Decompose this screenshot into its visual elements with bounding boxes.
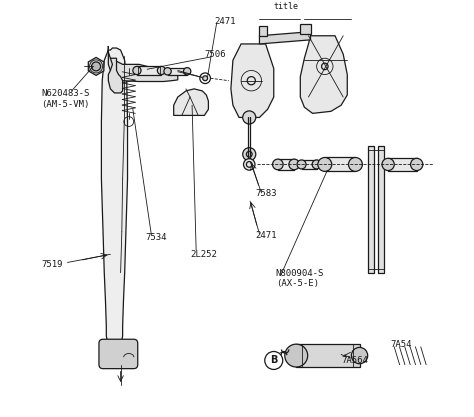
Polygon shape [278, 159, 294, 170]
Circle shape [410, 158, 423, 171]
Polygon shape [388, 158, 417, 171]
Polygon shape [109, 46, 178, 81]
Circle shape [285, 344, 308, 367]
Polygon shape [173, 89, 209, 116]
Circle shape [91, 62, 100, 71]
Polygon shape [137, 66, 162, 75]
Circle shape [243, 111, 256, 124]
Text: 7A564: 7A564 [341, 356, 368, 365]
Polygon shape [296, 344, 360, 367]
Text: B: B [270, 355, 277, 365]
Polygon shape [368, 146, 374, 273]
FancyBboxPatch shape [99, 339, 138, 369]
Polygon shape [259, 25, 267, 36]
Text: 7A54: 7A54 [390, 339, 411, 349]
Text: 2471: 2471 [215, 17, 236, 26]
Polygon shape [101, 48, 128, 344]
Circle shape [273, 159, 283, 170]
Circle shape [183, 68, 191, 75]
Circle shape [351, 347, 368, 364]
Circle shape [243, 148, 256, 161]
Polygon shape [231, 44, 274, 118]
Text: 2L252: 2L252 [190, 250, 217, 259]
Polygon shape [301, 160, 317, 169]
Circle shape [244, 159, 255, 170]
Polygon shape [168, 68, 187, 75]
Circle shape [318, 158, 332, 171]
Polygon shape [259, 32, 310, 44]
Circle shape [133, 66, 141, 75]
Text: N800904-S
(AX-5-E): N800904-S (AX-5-E) [276, 269, 324, 289]
Polygon shape [301, 36, 347, 113]
Circle shape [164, 68, 171, 75]
Circle shape [382, 158, 394, 171]
Circle shape [157, 66, 165, 75]
Text: 2471: 2471 [255, 231, 277, 241]
Text: 7519: 7519 [41, 260, 63, 269]
Polygon shape [325, 158, 356, 171]
Text: title: title [273, 2, 299, 11]
Circle shape [348, 158, 363, 171]
Circle shape [203, 76, 208, 81]
Text: 7534: 7534 [145, 234, 166, 242]
Text: 7506: 7506 [204, 50, 226, 59]
Circle shape [289, 159, 300, 170]
Text: N620483-S
(AM-5-VM): N620483-S (AM-5-VM) [41, 89, 89, 109]
Circle shape [297, 160, 306, 169]
Polygon shape [301, 23, 310, 34]
Polygon shape [378, 146, 384, 273]
Text: 7583: 7583 [255, 188, 277, 198]
Polygon shape [88, 58, 104, 75]
Polygon shape [109, 58, 123, 93]
Circle shape [312, 160, 321, 169]
